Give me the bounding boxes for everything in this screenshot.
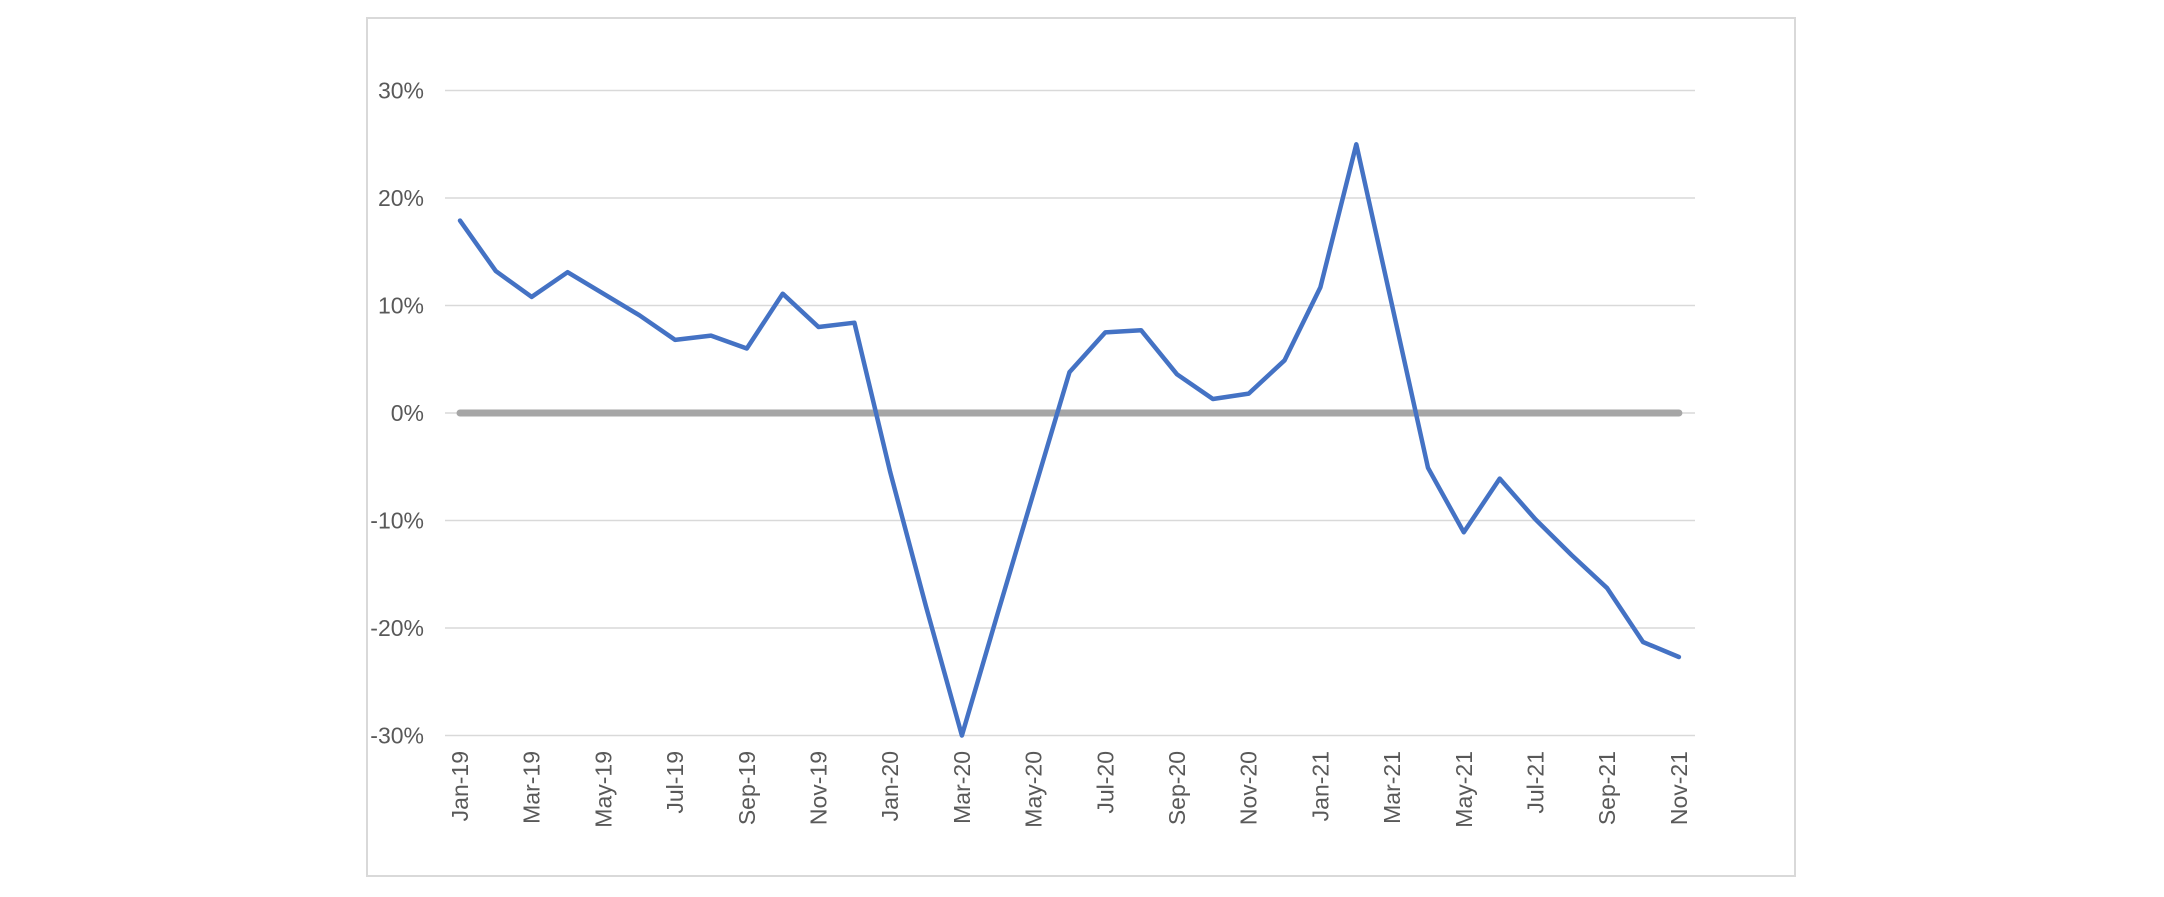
- y-tick-label: 30%: [378, 78, 424, 104]
- x-tick-label: May-20: [1021, 751, 1047, 828]
- x-tick-label: Mar-20: [949, 751, 975, 824]
- x-tick-label: Mar-21: [1379, 751, 1405, 824]
- x-tick-label: Jul-19: [662, 751, 688, 814]
- x-tick-label: Nov-20: [1236, 751, 1262, 825]
- x-tick-label: May-19: [590, 751, 616, 828]
- y-tick-label: -20%: [370, 615, 424, 641]
- x-tick-label: Jul-21: [1523, 751, 1549, 814]
- x-tick-label: Jul-20: [1092, 751, 1118, 814]
- y-tick-label: 0%: [391, 400, 424, 426]
- x-tick-label: Sep-21: [1594, 751, 1620, 825]
- x-tick-label: May-21: [1451, 751, 1477, 828]
- x-tick-label: Jan-19: [447, 751, 473, 821]
- line-chart-svg: 30% 20% 10% 0% -10% -20% -30% Jan-19 Mar-19 May-1…: [370, 78, 1695, 828]
- x-tick-label: Nov-19: [806, 751, 832, 825]
- y-tick-label: -10%: [370, 508, 424, 534]
- data-series-line: [457, 142, 1682, 738]
- x-tick-label: Nov-21: [1666, 751, 1692, 825]
- y-tick-label: -30%: [370, 723, 424, 749]
- x-tick-label: Sep-20: [1164, 751, 1190, 825]
- y-tick-label: 10%: [378, 293, 424, 319]
- x-tick-label: Sep-19: [734, 751, 760, 825]
- x-tick-label: Jan-20: [877, 751, 903, 821]
- chart-frame: 30% 20% 10% 0% -10% -20% -30% Jan-19 Mar-19 May-1…: [366, 17, 1796, 877]
- x-tick-label: Jan-21: [1307, 751, 1333, 821]
- x-tick-label: Mar-19: [519, 751, 545, 824]
- y-tick-label: 20%: [378, 185, 424, 211]
